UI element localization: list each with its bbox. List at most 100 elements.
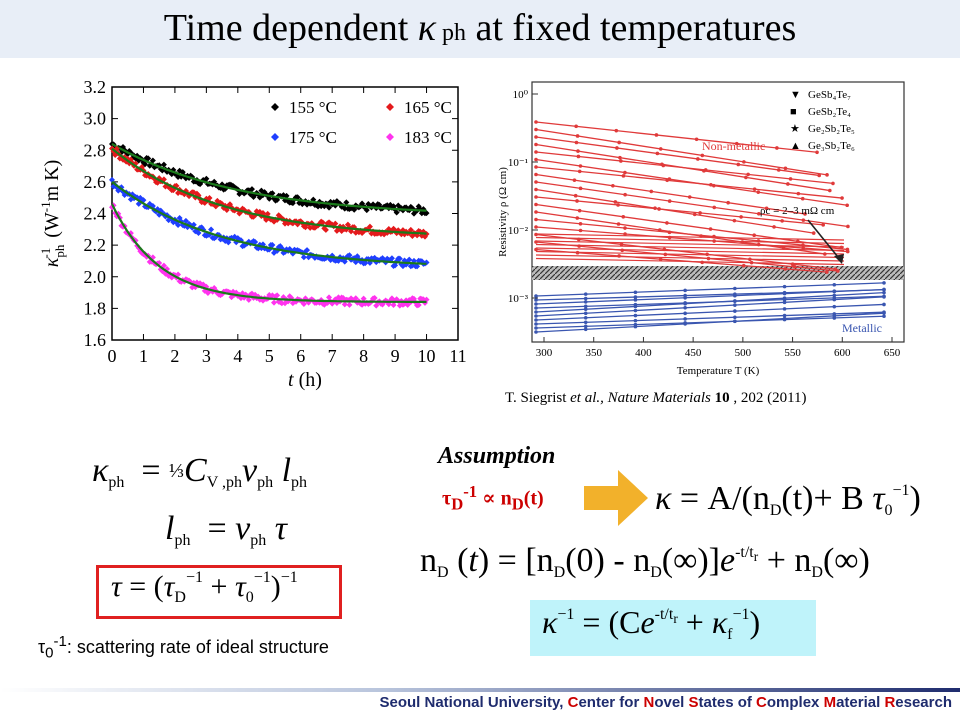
metal-curve — [535, 291, 885, 313]
data-point — [239, 290, 246, 297]
data-point — [300, 300, 307, 307]
x-tick-label: 9 — [391, 346, 400, 366]
metal-curve — [535, 311, 885, 325]
data-point — [534, 172, 538, 177]
data-point — [803, 212, 807, 216]
data-point — [613, 200, 618, 204]
fit-equation-box: κ−1 = (Ce-t/tr + κf−1) — [530, 600, 816, 656]
y-tick-label: 10⁻³ — [508, 293, 529, 305]
x-tick-label: 400 — [635, 347, 652, 359]
data-point — [772, 225, 776, 229]
data-point — [264, 210, 271, 217]
data-point — [845, 203, 849, 208]
y-tick-label: 2.2 — [84, 235, 107, 255]
data-point — [683, 311, 687, 316]
data-point — [388, 295, 395, 302]
data-point — [617, 140, 621, 145]
y-tick-label: 2.8 — [84, 140, 107, 160]
data-point — [534, 202, 538, 207]
data-point — [846, 224, 850, 229]
data-point — [882, 314, 886, 319]
data-point — [321, 301, 328, 308]
data-point — [195, 230, 202, 237]
nonmetal-curve — [535, 241, 838, 272]
data-point — [665, 178, 669, 183]
data-point — [828, 188, 832, 193]
series-2 — [109, 176, 430, 270]
x-tick-label: 450 — [685, 347, 702, 359]
data-point — [782, 296, 787, 300]
data-point — [780, 219, 784, 223]
data-point — [534, 150, 538, 154]
data-point — [269, 242, 276, 249]
data-point — [667, 230, 672, 235]
x-tick-label: 5 — [265, 346, 274, 366]
series-3 — [109, 202, 430, 309]
data-point — [388, 255, 395, 262]
metal-curve — [535, 296, 885, 317]
data-point — [621, 174, 626, 178]
data-point — [534, 195, 538, 199]
data-point — [407, 226, 414, 233]
annotation-metallic: Metallic — [842, 321, 882, 335]
data-point — [583, 292, 588, 296]
data-point — [534, 187, 538, 192]
data-point — [782, 316, 787, 321]
data-point — [575, 199, 579, 203]
data-point — [733, 293, 737, 298]
nonmetal-curve — [535, 218, 848, 251]
nonmetal-curve — [535, 166, 843, 199]
series-0 — [109, 141, 430, 217]
x-tick-label: 11 — [449, 346, 466, 366]
data-point — [633, 304, 638, 309]
x-tick-label: 2 — [170, 346, 179, 366]
data-point — [583, 300, 588, 304]
legend-label: 175 °C — [289, 128, 337, 147]
data-point — [352, 295, 359, 302]
data-point — [683, 301, 687, 306]
y-tick-label: 1.8 — [84, 298, 107, 318]
data-point — [534, 157, 538, 162]
data-point — [783, 267, 788, 271]
data-point — [623, 226, 627, 230]
data-point — [534, 310, 538, 314]
data-point — [415, 302, 422, 309]
data-point — [616, 222, 621, 226]
chart-background — [490, 74, 910, 384]
y-tick-label: 1.6 — [84, 330, 107, 350]
data-point — [164, 265, 171, 272]
arrow-icon — [584, 470, 648, 526]
data-point — [683, 317, 687, 321]
data-point — [811, 231, 816, 235]
scattering-rate-note: τ0-1: scattering rate of ideal structure — [38, 633, 329, 662]
data-point — [115, 187, 122, 194]
data-point — [366, 259, 373, 266]
legend-marker: ■ — [790, 106, 797, 118]
data-point — [534, 298, 538, 302]
data-point — [633, 318, 638, 323]
data-point — [733, 309, 737, 313]
data-point — [633, 324, 638, 329]
data-point — [208, 226, 215, 233]
nonmetal-curve — [535, 121, 818, 153]
data-point — [782, 300, 787, 305]
data-point — [583, 307, 588, 312]
data-point — [882, 311, 886, 315]
data-point — [578, 228, 583, 233]
data-point — [534, 302, 538, 306]
y-tick-label: 3.0 — [84, 109, 107, 129]
data-point — [776, 168, 781, 172]
x-tick-label: 300 — [536, 347, 553, 359]
data-point — [112, 151, 119, 158]
x-axis-label: t (h) — [288, 369, 322, 391]
data-point — [658, 147, 663, 151]
data-point — [534, 165, 538, 169]
data-point — [712, 205, 717, 210]
data-point — [253, 208, 260, 215]
data-point — [343, 199, 350, 206]
nonmetal-curve — [535, 250, 845, 259]
nonmetal-curve — [535, 173, 806, 215]
data-point — [578, 164, 583, 168]
data-point — [736, 162, 741, 167]
data-point — [752, 233, 756, 238]
